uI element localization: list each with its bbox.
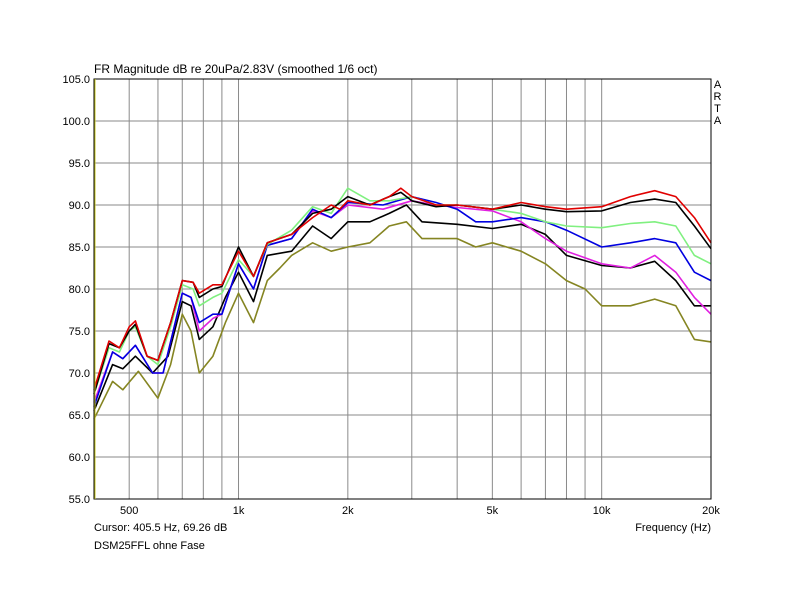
series-red-line xyxy=(93,187,712,391)
y-tick-label: 70.0 xyxy=(69,368,90,380)
y-tick-label: 85.0 xyxy=(69,242,90,254)
series-black-lower-line xyxy=(93,204,711,412)
x-tick-label: 1k xyxy=(233,505,245,517)
arta-brand: ARTA xyxy=(713,79,722,127)
series-magenta-line xyxy=(93,200,712,403)
y-tick-label: 95.0 xyxy=(69,158,90,170)
chart-title: FR Magnitude dB re 20uPa/2.83V (smoothed… xyxy=(94,62,378,76)
series-olive-line xyxy=(93,221,712,420)
y-tick-label: 105.0 xyxy=(62,74,90,86)
plot-frame xyxy=(93,78,712,500)
y-tick-label: 90.0 xyxy=(69,200,90,212)
x-tick-label: 5k xyxy=(487,505,499,517)
y-tick-label: 80.0 xyxy=(69,284,90,296)
y-tick-label: 65.0 xyxy=(69,410,90,422)
x-tick-label: 500 xyxy=(120,505,138,517)
grid xyxy=(94,78,712,500)
x-tick-label: 20k xyxy=(702,505,720,517)
cursor-readout: Cursor: 405.5 Hz, 69.26 dB xyxy=(94,522,227,534)
x-axis-label: Frequency (Hz) xyxy=(635,522,711,534)
tick-labels: 105.0 100.0 95.0 90.0 85.0 80.0 75.0 70.0 65.0 60… xyxy=(62,74,720,517)
series-blue-line xyxy=(93,195,712,407)
x-tick-label: 2k xyxy=(342,505,354,517)
series-green-line xyxy=(93,187,712,395)
x-tick-label: 10k xyxy=(593,505,611,517)
curves xyxy=(93,187,712,420)
y-tick-label: 55.0 xyxy=(69,494,90,506)
y-tick-label: 100.0 xyxy=(62,116,90,128)
y-tick-label: 75.0 xyxy=(69,326,90,338)
y-tick-label: 60.0 xyxy=(69,452,90,464)
chart-caption: DSM25FFL ohne Fase xyxy=(94,540,205,552)
